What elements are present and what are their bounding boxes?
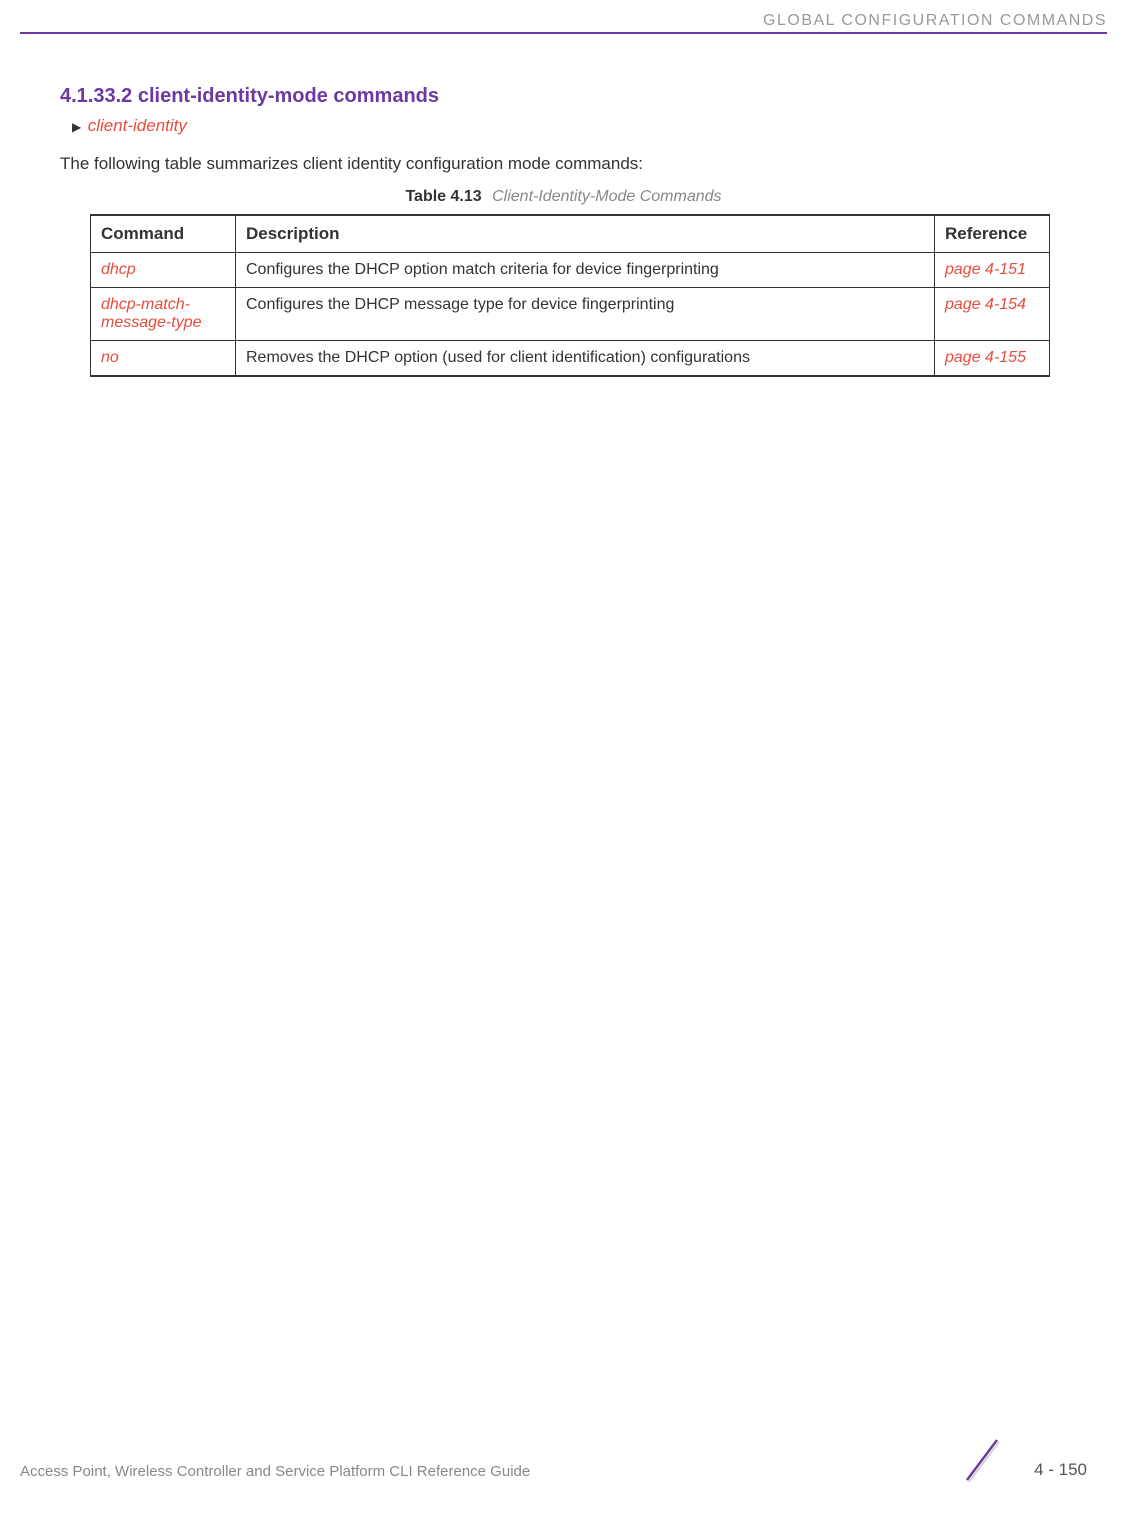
page-content: 4.1.33.2 client-identity-mode commands ▶…: [60, 85, 1067, 377]
page-footer: Access Point, Wireless Controller and Se…: [20, 1448, 1107, 1488]
command-description: Configures the DHCP message type for dev…: [236, 288, 935, 341]
col-header-reference: Reference: [935, 215, 1050, 253]
footer-slash-icon: [957, 1435, 1007, 1490]
table-row: dhcp-match-message-type Configures the D…: [91, 288, 1050, 341]
table-caption: Table 4.13 Client-Identity-Mode Commands: [60, 188, 1067, 206]
reference-link[interactable]: page 4-151: [935, 253, 1050, 288]
command-description: Configures the DHCP option match criteri…: [236, 253, 935, 288]
breadcrumb-arrow-icon: ▶: [72, 120, 81, 134]
command-description: Removes the DHCP option (used for client…: [236, 341, 935, 377]
command-link[interactable]: dhcp: [91, 253, 236, 288]
page-number: 4 - 150: [1034, 1460, 1087, 1480]
page-header: GLOBAL CONFIGURATION COMMANDS: [763, 12, 1107, 30]
col-header-description: Description: [236, 215, 935, 253]
intro-paragraph: The following table summarizes client id…: [60, 154, 1067, 174]
table-caption-title: Client-Identity-Mode Commands: [492, 188, 721, 205]
breadcrumb-link[interactable]: client-identity: [88, 116, 187, 135]
col-header-command: Command: [91, 215, 236, 253]
command-link[interactable]: dhcp-match-message-type: [91, 288, 236, 341]
reference-link[interactable]: page 4-155: [935, 341, 1050, 377]
table-row: dhcp Configures the DHCP option match cr…: [91, 253, 1050, 288]
table-header-row: Command Description Reference: [91, 215, 1050, 253]
table-row: no Removes the DHCP option (used for cli…: [91, 341, 1050, 377]
section-title: 4.1.33.2 client-identity-mode commands: [60, 85, 1067, 108]
breadcrumb: ▶ client-identity: [72, 116, 1067, 136]
header-rule: [20, 32, 1107, 34]
table-caption-label: Table 4.13: [405, 188, 481, 205]
command-link[interactable]: no: [91, 341, 236, 377]
chapter-title: GLOBAL CONFIGURATION COMMANDS: [763, 12, 1107, 29]
footer-guide-title: Access Point, Wireless Controller and Se…: [20, 1463, 530, 1480]
reference-link[interactable]: page 4-154: [935, 288, 1050, 341]
commands-table: Command Description Reference dhcp Confi…: [90, 214, 1050, 377]
